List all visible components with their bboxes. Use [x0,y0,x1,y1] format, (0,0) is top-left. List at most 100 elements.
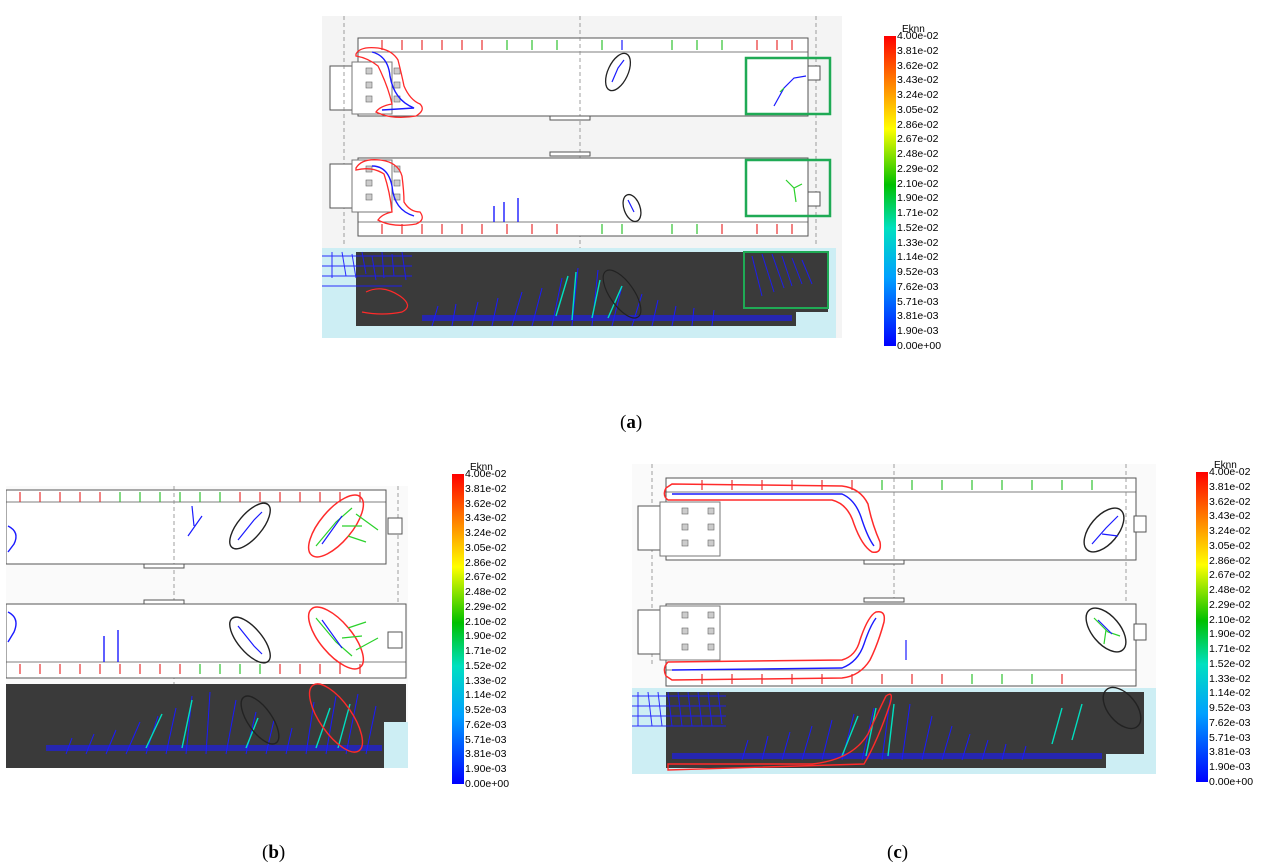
color-legend-a: Eknn 4.00e-02 3.81e-02 3.62e-02 3.43e-02 3.2… [884,24,954,354]
legend-tick-label: 1.90e-03 [465,763,507,776]
strain-gauges-top-a [381,40,793,50]
legend-tick-label: 4.00e-02 [465,468,507,480]
legend-tick-label: 3.43e-02 [897,74,939,87]
legend-tick-label: 3.81e-02 [465,482,507,495]
legend-tick-label: 2.10e-02 [897,177,939,190]
crack-zone-red-a2 [355,159,423,226]
legend-tick-label: 3.24e-02 [1209,525,1251,538]
legend-tick-label: 9.52e-03 [465,704,507,717]
legend-tick-label: 3.62e-02 [897,59,939,72]
legend-tick-label: 2.48e-02 [465,586,507,599]
legend-tick-label: 2.86e-02 [1209,554,1251,567]
legend-tick-label: 0.00e+00 [1209,776,1254,788]
beam-bottom-b [5,603,407,679]
legend-tick-label: 1.52e-02 [465,659,507,672]
beam-top-a [357,37,809,117]
caption-c: (c) [887,842,909,863]
legend-tick-label: 1.71e-02 [465,645,507,658]
legend-title: Eknn [470,462,493,473]
legend-tick-label: 5.71e-03 [465,733,507,746]
legend-tick-label: 3.05e-02 [897,103,939,116]
panel-c [632,464,1156,774]
beam-top-c [665,477,1137,561]
legend-tick-label: 1.90e-02 [1209,628,1251,641]
legend-tick-label: 1.90e-02 [897,192,939,205]
color-legend-b: Eknn 4.00e-02 3.81e-02 3.62e-02 3.43e-02 3.2… [452,462,522,792]
legend-tick-label: 3.81e-03 [465,748,507,761]
legend-tick-label: 1.71e-02 [897,207,939,220]
legend-tick-label: 2.10e-02 [1209,613,1251,626]
legend-tick-label: 1.14e-02 [897,251,939,264]
beam-bottom-a [357,157,809,237]
legend-tick-label: 2.48e-02 [897,148,939,161]
legend-tick-label: 2.67e-02 [1209,569,1251,582]
crack-zone-green-a2 [744,158,832,218]
legend-tick-label: 2.67e-02 [897,133,939,146]
crack-zone-black-a2 [622,193,642,223]
legend-tick-label: 1.14e-02 [1209,687,1251,700]
legend-tick-label: 0.00e+00 [897,340,942,352]
legend-tick-label: 1.33e-02 [897,236,939,249]
legend-tick-label: 2.86e-02 [465,556,507,569]
panel-a [322,16,842,338]
legend-colorbar [884,36,896,346]
legend-tick-label: 3.43e-02 [1209,510,1251,523]
legend-tick-label: 3.05e-02 [465,541,507,554]
legend-tick-label: 1.14e-02 [465,689,507,702]
legend-colorbar [1196,472,1208,782]
legend-tick-label: 5.71e-03 [897,295,939,308]
legend-tick-label: 3.24e-02 [465,527,507,540]
legend-tick-label: 0.00e+00 [465,778,510,790]
legend-title: Eknn [1214,460,1237,471]
crack-zone-black-c2 [1085,607,1127,653]
legend-tick-label: 4.00e-02 [897,30,939,42]
crack-zone-red-c2 [663,610,886,681]
legend-tick-label: 2.29e-02 [897,162,939,175]
legend-colorbar [452,474,464,784]
legend-tick-label: 1.52e-02 [897,221,939,234]
panel-b [5,486,408,768]
crack-zone-black-b1 [229,502,271,550]
legend-tick-label: 2.29e-02 [1209,598,1251,611]
legend-tick-label: 3.62e-02 [465,497,507,510]
legend-tick-label: 5.71e-03 [1209,731,1251,744]
crack-zone-black-c1 [1083,507,1125,553]
legend-tick-label: 3.81e-02 [897,44,939,57]
legend-title: Eknn [902,24,925,35]
legend-tick-label: 3.43e-02 [465,512,507,525]
panel-a-diagram [322,16,842,338]
legend-tick-label: 2.10e-02 [465,615,507,628]
legend-tick-label: 1.90e-02 [465,630,507,643]
crack-zone-red-a1 [355,46,423,118]
crack-zone-black-b2 [229,616,271,664]
legend-tick-label: 3.05e-02 [1209,539,1251,552]
legend-tick-label: 1.33e-02 [465,674,507,687]
legend-tick-label: 1.33e-02 [1209,672,1251,685]
color-legend-c: Eknn 4.00e-02 3.81e-02 3.62e-02 3.43e-02 3.2… [1196,460,1266,790]
legend-tick-label: 3.81e-03 [897,310,939,323]
legend-tick-label: 2.67e-02 [465,571,507,584]
legend-tick-label: 3.24e-02 [897,89,939,102]
legend-tick-label: 1.52e-02 [1209,657,1251,670]
legend-tick-label: 3.81e-03 [1209,746,1251,759]
legend-tick-label: 3.81e-02 [1209,480,1251,493]
legend-tick-label: 3.62e-02 [1209,495,1251,508]
legend-tick-label: 9.52e-03 [1209,702,1251,715]
crack-zone-green-a1 [744,56,832,116]
legend-tick-label: 9.52e-03 [897,266,939,279]
legend-tick-label: 7.62e-03 [465,718,507,731]
strain-gauges-bottom-a [381,224,793,234]
panel-b-diagram [5,486,408,768]
legend-tick-label: 1.71e-02 [1209,643,1251,656]
legend-tick-label: 4.00e-02 [1209,466,1251,478]
legend-tick-label: 1.90e-03 [1209,761,1251,774]
crack-zone-red-c1 [663,483,882,554]
legend-tick-label: 7.62e-03 [1209,716,1251,729]
legend-tick-label: 1.90e-03 [897,325,939,338]
legend-tick-label: 2.48e-02 [1209,584,1251,597]
legend-tick-label: 2.29e-02 [465,600,507,613]
legend-tick-label: 7.62e-03 [897,280,939,293]
beam-bottom-c [665,603,1137,687]
crack-zone-black-a1 [604,52,632,92]
caption-b: (b) [262,842,286,863]
